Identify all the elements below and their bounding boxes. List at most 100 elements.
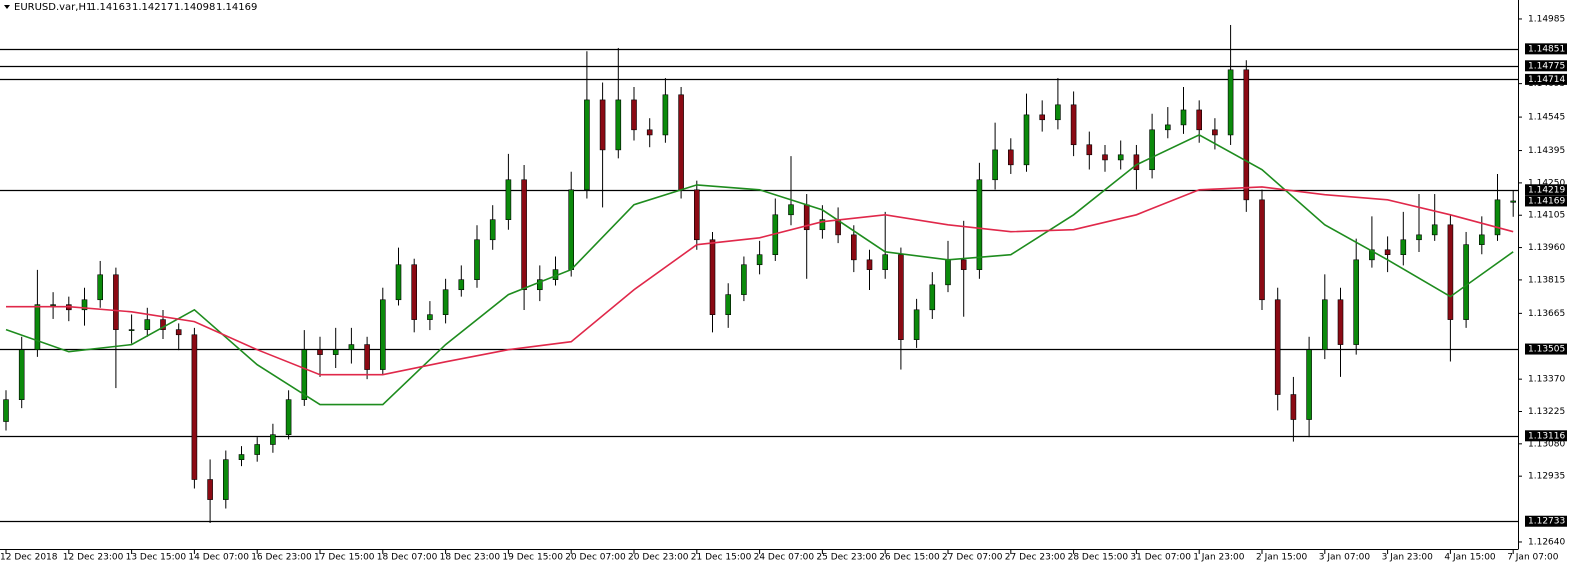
candle-body	[1337, 299, 1344, 345]
candle-body	[1447, 224, 1454, 320]
candle-body	[3, 399, 9, 422]
candle-body	[207, 479, 213, 500]
candle-body	[678, 94, 684, 191]
level-box	[1525, 515, 1567, 527]
candle-body	[474, 239, 480, 280]
x-tick-label: 12 Dec 23:00	[63, 553, 124, 563]
chart-title: EURUSD.var,H1	[14, 2, 92, 13]
x-tick-label: 16 Dec 23:00	[251, 553, 312, 563]
candle-body	[1023, 114, 1030, 166]
level-label: 1.14851	[1528, 44, 1565, 54]
x-tick-label: 21 Dec 15:00	[691, 553, 752, 563]
candle-body	[113, 274, 119, 330]
candle-body	[301, 349, 308, 400]
y-tick-label: 1.14105	[1528, 211, 1565, 221]
candle-body	[882, 254, 889, 270]
candle-body	[81, 299, 88, 311]
candle-body	[693, 189, 700, 241]
candle-body	[427, 314, 433, 320]
level-box	[1525, 60, 1567, 72]
candle-body	[850, 234, 857, 261]
x-tick-label: 13 Dec 15:00	[126, 553, 187, 563]
x-tick-label: 3 Jan 23:00	[1382, 553, 1434, 563]
candle-body	[442, 289, 449, 315]
y-tick-label: 1.14985	[1528, 14, 1565, 24]
header-arrow	[4, 5, 10, 9]
header-low: 1.14098	[174, 2, 215, 13]
candle-body	[631, 99, 637, 131]
candle-body	[709, 239, 716, 315]
candle-body	[191, 334, 198, 480]
current-price-box	[1525, 195, 1567, 207]
candle-body	[34, 304, 41, 351]
candle-body	[756, 254, 763, 266]
x-tick-label: 31 Dec 07:00	[1130, 553, 1191, 563]
level-box	[1525, 73, 1567, 85]
level-label: 1.14219	[1528, 185, 1565, 195]
level-box	[1525, 184, 1567, 196]
x-tick-label: 20 Dec 07:00	[565, 553, 626, 563]
candle-body	[1290, 394, 1297, 420]
candle-body	[285, 399, 292, 435]
candle-body	[1117, 154, 1124, 161]
candle-body	[599, 99, 606, 151]
candle-body	[1431, 224, 1438, 236]
candle-body	[505, 179, 512, 220]
x-tick-label: 17 Dec 15:00	[314, 553, 375, 563]
candle-body	[976, 179, 983, 270]
level-label: 1.14775	[1528, 61, 1565, 71]
candle-body	[1369, 249, 1375, 261]
candle-body	[1196, 109, 1202, 131]
candle-body	[819, 219, 826, 231]
candle-body	[50, 304, 56, 306]
candle-body	[1353, 259, 1359, 345]
candle-body	[1479, 234, 1485, 245]
candle-body	[1243, 69, 1250, 201]
x-tick-label: 19 Dec 15:00	[502, 553, 563, 563]
level-box	[1525, 43, 1567, 55]
y-tick-label: 1.14250	[1528, 178, 1565, 188]
x-tick-label: 18 Dec 07:00	[377, 553, 438, 563]
candle-body	[1400, 239, 1407, 256]
candle-body	[741, 264, 747, 295]
x-tick-label: 26 Dec 15:00	[879, 553, 940, 563]
x-tick-label: 18 Dec 23:00	[440, 553, 501, 563]
candle-body	[945, 259, 951, 286]
candle-body	[913, 309, 920, 340]
candle-body	[1039, 114, 1045, 121]
candle-body	[1133, 154, 1140, 171]
candle-body	[1007, 149, 1014, 166]
candle-body	[317, 349, 323, 355]
candle-body	[662, 94, 669, 136]
moving-average	[6, 186, 1514, 376]
candle-body	[1180, 109, 1187, 126]
x-tick-label: 1 Jan 23:00	[1193, 553, 1245, 563]
candle-body	[929, 284, 936, 311]
current-price-label: 1.14169	[1528, 196, 1565, 206]
y-tick-label: 1.14545	[1528, 113, 1565, 123]
candle-body	[1070, 104, 1077, 146]
x-tick-label: 2 Jan 15:00	[1256, 553, 1308, 563]
y-tick-label: 1.13370	[1528, 375, 1565, 385]
candle-body	[379, 299, 386, 370]
candle-body	[1149, 129, 1155, 171]
candle-body	[97, 274, 103, 301]
candle-body	[521, 179, 527, 291]
level-box	[1525, 343, 1567, 355]
candle-body	[411, 264, 418, 320]
candle-body	[1055, 104, 1061, 121]
y-tick-label: 1.13815	[1528, 275, 1565, 285]
candle-body	[144, 319, 151, 330]
candle-body	[175, 329, 182, 336]
candle-body	[1494, 199, 1501, 236]
y-tick-label: 1.13225	[1528, 407, 1565, 417]
x-tick-label: 3 Jan 07:00	[1319, 553, 1371, 563]
x-tick-label: 25 Dec 23:00	[816, 553, 877, 563]
x-tick-label: 12 Dec 2018	[0, 553, 58, 563]
candle-body	[1274, 299, 1281, 395]
candle-body	[18, 349, 25, 400]
candle-body	[270, 434, 276, 445]
candle-body	[1102, 154, 1108, 161]
candle-body	[128, 329, 135, 331]
